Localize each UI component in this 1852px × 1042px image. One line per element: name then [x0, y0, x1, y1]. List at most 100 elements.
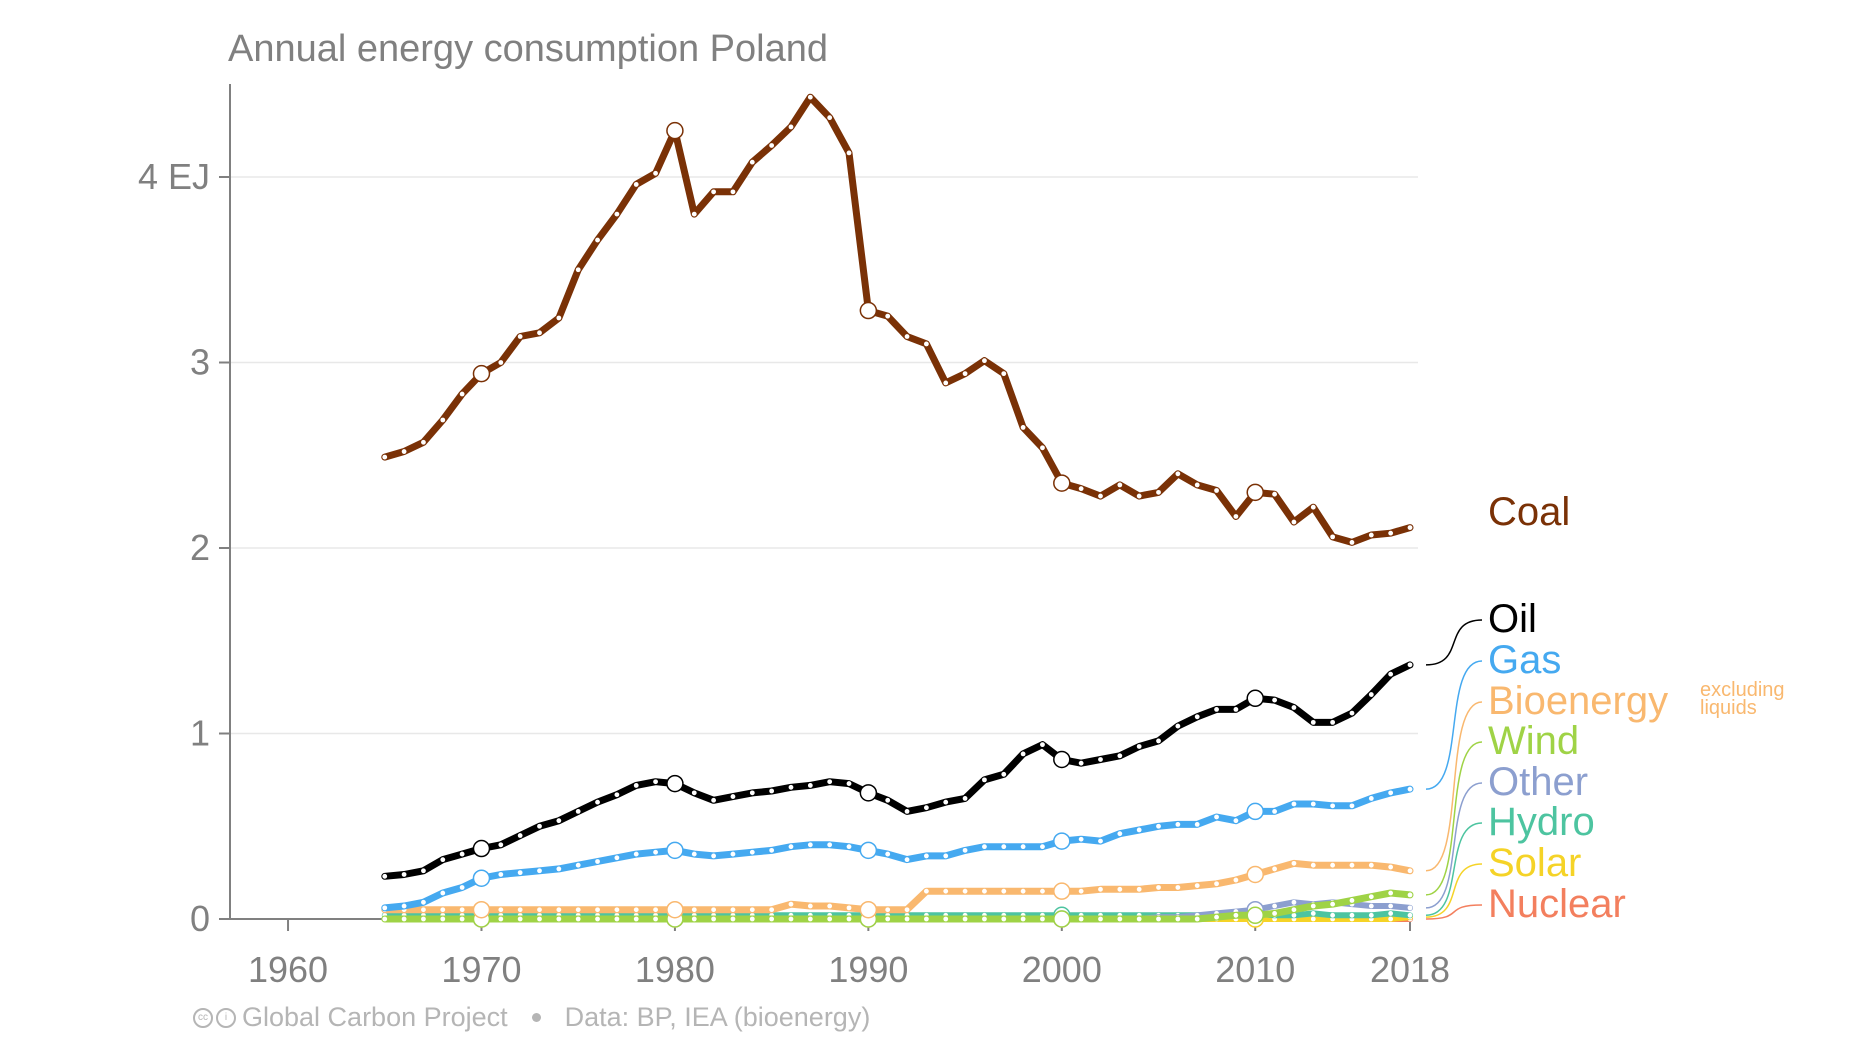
- point-coal: [827, 115, 833, 121]
- axes: 0 1 2 3 4 EJ 1960 1970 1980 1990 2000 2010 2018: [138, 84, 1450, 990]
- y-tick-label: 3: [190, 342, 210, 383]
- point-oil: [1175, 723, 1181, 729]
- highlight-point-bioenergy: [1246, 865, 1264, 884]
- series-label-gas: Gas: [1488, 638, 1561, 682]
- point-oil: [653, 779, 658, 785]
- point-oil: [827, 779, 833, 785]
- point-oil: [382, 873, 388, 879]
- highlight-point-coal: [859, 301, 878, 320]
- point-coal: [1020, 425, 1026, 430]
- series-line-oil: [381, 661, 1414, 880]
- point-hydro: [1349, 912, 1355, 918]
- point-gas: [788, 844, 794, 850]
- point-oil: [556, 818, 562, 824]
- leader-line-solar: [1425, 863, 1483, 918]
- point-gas: [711, 853, 717, 859]
- point-coal: [749, 159, 755, 165]
- point-gas: [1020, 844, 1026, 850]
- point-bioenergy: [769, 907, 775, 913]
- point-gas: [537, 868, 542, 874]
- point-wind: [962, 916, 968, 922]
- point-gas: [982, 844, 987, 850]
- point-gas: [1233, 818, 1239, 824]
- point-gas: [1194, 821, 1200, 827]
- point-coal: [1040, 445, 1045, 451]
- point-gas: [1407, 786, 1413, 792]
- point-wind: [401, 916, 407, 922]
- leader-line-other: [1425, 782, 1483, 909]
- point-oil: [769, 788, 775, 794]
- point-oil: [846, 781, 852, 786]
- point-bioenergy: [440, 907, 446, 913]
- point-gas: [421, 899, 426, 905]
- point-coal: [517, 334, 523, 339]
- point-oil: [1291, 705, 1297, 710]
- highlight-point-wind: [1246, 906, 1264, 925]
- point-wind: [382, 916, 388, 922]
- point-gas: [440, 890, 446, 896]
- point-bioenergy: [1194, 883, 1200, 889]
- point-coal: [421, 439, 426, 445]
- point-oil: [614, 792, 620, 798]
- highlight-point-coal: [472, 364, 491, 383]
- point-wind: [1194, 916, 1200, 922]
- highlight-point-wind: [1053, 910, 1071, 928]
- point-gas: [846, 844, 852, 850]
- point-gas: [498, 872, 504, 877]
- point-bioenergy: [498, 907, 504, 913]
- point-gas: [1040, 844, 1045, 850]
- point-oil: [537, 823, 542, 829]
- creative-commons-icon: cc i: [193, 1007, 236, 1028]
- point-wind: [1001, 916, 1007, 922]
- series-label-other: Other: [1488, 760, 1588, 804]
- highlight-point-oil: [472, 839, 491, 858]
- point-wind: [1098, 916, 1103, 922]
- point-coal: [1291, 519, 1297, 525]
- point-bioenergy: [827, 903, 833, 909]
- point-oil: [440, 857, 446, 863]
- series-line-wind: [381, 889, 1414, 923]
- point-oil: [575, 809, 581, 814]
- point-gas: [1098, 838, 1103, 844]
- point-gas: [1117, 831, 1123, 837]
- point-gas: [807, 842, 813, 848]
- point-gas: [459, 885, 465, 890]
- chart-footer: cc i Global Carbon Project Data: BP, IEA …: [193, 1002, 870, 1033]
- point-coal: [1136, 493, 1142, 499]
- point-wind: [904, 916, 910, 922]
- point-coal: [382, 454, 388, 460]
- grid-lines: [230, 176, 1418, 735]
- point-gas: [1291, 801, 1297, 807]
- point-coal: [846, 150, 852, 156]
- point-bioenergy: [595, 907, 600, 913]
- point-gas: [1388, 790, 1394, 796]
- point-coal: [1078, 486, 1084, 492]
- point-gas: [1156, 823, 1161, 829]
- point-oil: [459, 851, 465, 857]
- point-wind: [595, 916, 600, 922]
- point-wind: [827, 916, 833, 922]
- point-wind: [1040, 916, 1045, 922]
- point-wind: [1310, 903, 1316, 909]
- point-wind: [885, 916, 891, 922]
- point-wind: [943, 916, 949, 922]
- point-gas: [885, 851, 891, 857]
- point-coal: [1330, 534, 1336, 540]
- point-oil: [401, 872, 407, 877]
- point-coal: [1098, 493, 1103, 499]
- point-bioenergy: [1001, 888, 1007, 894]
- point-bioenergy: [807, 903, 813, 909]
- highlight-point-bioenergy: [1053, 882, 1071, 900]
- point-oil: [982, 777, 987, 783]
- point-coal: [1349, 540, 1355, 545]
- point-bioenergy: [1349, 862, 1355, 868]
- point-coal: [1388, 530, 1394, 536]
- point-gas: [1368, 796, 1374, 801]
- point-oil: [923, 805, 929, 811]
- point-oil: [421, 868, 426, 874]
- point-other: [1407, 905, 1413, 911]
- point-wind: [807, 916, 813, 922]
- point-coal: [459, 391, 465, 397]
- point-gas: [1349, 803, 1355, 809]
